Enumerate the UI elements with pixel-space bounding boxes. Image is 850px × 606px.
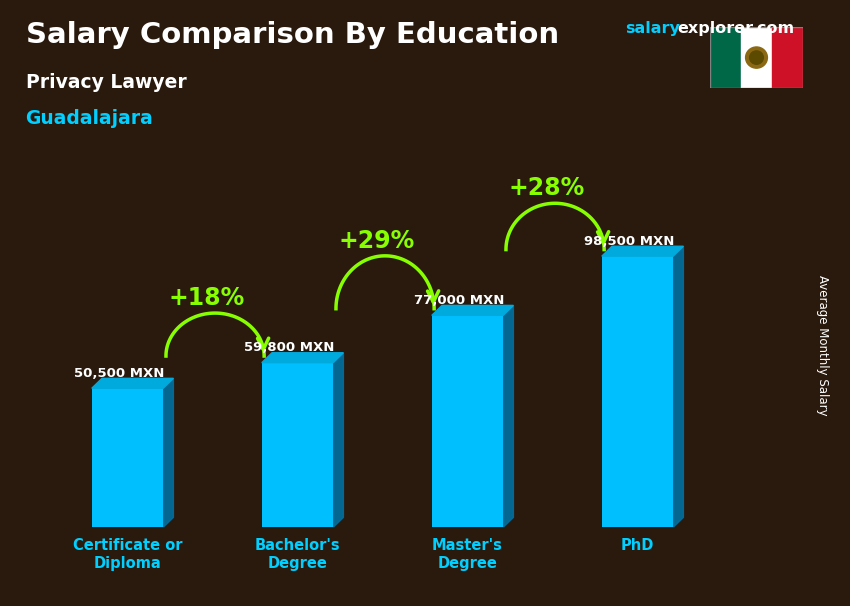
Bar [432,315,503,527]
Text: salary: salary [625,21,680,36]
Bar [92,388,163,527]
Circle shape [745,47,768,68]
Polygon shape [333,353,343,527]
Text: 59,800 MXN: 59,800 MXN [244,341,334,355]
Circle shape [750,51,763,64]
Text: +29%: +29% [338,228,415,253]
Polygon shape [262,353,343,362]
Polygon shape [503,305,513,527]
Polygon shape [163,378,173,527]
Text: +28%: +28% [508,176,585,200]
Polygon shape [92,378,173,388]
Bar [710,27,741,88]
Text: 77,000 MXN: 77,000 MXN [414,294,504,307]
Text: 50,500 MXN: 50,500 MXN [74,367,164,380]
Text: Average Monthly Salary: Average Monthly Salary [816,275,829,416]
Text: Guadalajara: Guadalajara [26,109,153,128]
Bar [772,27,803,88]
Bar [262,362,333,527]
Bar [741,27,772,88]
Text: +18%: +18% [168,286,245,310]
Polygon shape [432,305,513,315]
Polygon shape [602,246,683,256]
Text: Salary Comparison By Education: Salary Comparison By Education [26,21,558,49]
Bar [602,256,673,527]
Text: explorer.com: explorer.com [677,21,795,36]
Text: 98,500 MXN: 98,500 MXN [584,235,674,248]
Text: Privacy Lawyer: Privacy Lawyer [26,73,186,92]
Polygon shape [673,246,683,527]
